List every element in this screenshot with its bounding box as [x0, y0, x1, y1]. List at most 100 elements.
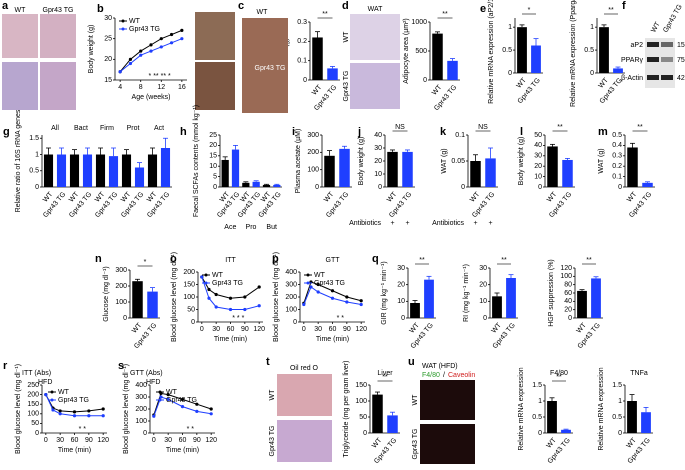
- bar: [591, 278, 601, 318]
- x-tick-label: WT: [626, 190, 639, 203]
- bar: [547, 401, 557, 433]
- panel-letter: r: [3, 360, 8, 372]
- legend-marker: [306, 273, 310, 277]
- y-tick-label: 1.5: [532, 382, 542, 389]
- bar: [147, 154, 158, 187]
- y-axis-label: Blood glucose level (mg dl⁻¹): [123, 364, 130, 454]
- y-tick-label: 25: [104, 36, 112, 43]
- image-label: WT: [412, 394, 419, 406]
- category-label: Prot: [127, 125, 140, 132]
- y-axis-label: Body weight (g): [518, 137, 525, 186]
- annotation: * *: [337, 315, 345, 322]
- y-tick-label: 0: [363, 430, 367, 437]
- panel-letter: b: [97, 3, 104, 15]
- x-axis-label: Time (min): [58, 447, 91, 454]
- y-tick-label: 0: [618, 430, 622, 437]
- marker: [214, 292, 218, 297]
- panel-letter: k: [440, 126, 447, 138]
- marker: [58, 409, 62, 413]
- y-tick-label: 100: [560, 273, 572, 280]
- x-tick-label: 90: [193, 437, 201, 444]
- line: [45, 394, 104, 413]
- marker: [152, 414, 156, 418]
- y-axis-label: Body weight (g): [88, 25, 95, 74]
- image-label: 75: [677, 57, 685, 64]
- chart-title: F4/80: [550, 370, 568, 377]
- y-tick-label: 300: [307, 132, 319, 139]
- x-tick-label: 60: [227, 326, 235, 333]
- panel-letter: a: [2, 0, 9, 12]
- y-axis-label: HGP suppression (%): [548, 259, 555, 327]
- annotation: **: [637, 124, 643, 131]
- bar: [108, 156, 119, 187]
- y-tick-label: 0.5: [502, 47, 512, 54]
- bar: [432, 33, 443, 80]
- y-tick-label: 40: [534, 142, 542, 149]
- bar: [642, 182, 653, 187]
- legend-label: Gpr43 TG: [314, 280, 345, 287]
- y-tick-label: 0: [315, 184, 319, 191]
- annotation: * * *: [232, 315, 244, 322]
- chart-title: TNFa: [630, 370, 648, 377]
- panel-letter: q: [372, 253, 379, 265]
- y-axis-label: Blood glucose level (mg dl⁻¹): [171, 252, 178, 342]
- annotation: * *: [79, 426, 87, 433]
- y-tick-label: 20: [564, 307, 572, 314]
- bar: [372, 394, 383, 433]
- image-label: Gpr43 TG: [662, 4, 684, 34]
- chart-title: GTT (Abs): [130, 370, 163, 377]
- micrograph: [647, 57, 659, 62]
- bar: [506, 278, 516, 318]
- y-tick-label: 0: [293, 319, 297, 326]
- legend-label: Gpr43 TG: [166, 397, 197, 404]
- line: [303, 286, 362, 305]
- marker: [149, 43, 153, 47]
- legend-label: Gpr43 TG: [212, 280, 243, 287]
- y-tick-label: 0.1: [297, 58, 307, 65]
- x-tick-label: 120: [355, 326, 367, 333]
- y-tick-label: 100: [183, 294, 195, 301]
- treatment-label: +: [390, 220, 394, 227]
- bar: [69, 154, 80, 187]
- y-tick-label: 80: [564, 282, 572, 289]
- bar: [121, 154, 132, 187]
- legend-label: Gpr43 TG: [129, 26, 160, 33]
- y-tick-label: 200: [307, 149, 319, 156]
- y-tick-label: 100: [135, 418, 147, 425]
- chart-title: GTT: [326, 257, 341, 264]
- legend-label: Gpr43 TG: [58, 397, 89, 404]
- y-tick-label: 0: [123, 315, 127, 322]
- line: [45, 394, 104, 417]
- y-tick-label: 15: [209, 153, 217, 160]
- marker: [345, 300, 349, 304]
- treatment-label: +: [473, 220, 477, 227]
- marker: [87, 414, 91, 418]
- y-axis-label: Relative mRNA expression: [518, 367, 525, 450]
- y-tick-label: 200: [183, 269, 195, 276]
- micrograph: [350, 14, 400, 60]
- marker: [359, 299, 363, 303]
- micrograph: [420, 424, 475, 464]
- x-tick-label: 12: [157, 84, 165, 91]
- marker: [195, 402, 199, 406]
- marker: [180, 37, 184, 41]
- y-axis-label: Body weight (g): [358, 137, 365, 186]
- chart-title: ITT: [225, 257, 236, 264]
- legend-marker: [158, 398, 162, 402]
- y-axis-label: Relative mRNA expression (aP2/18S): [488, 0, 495, 104]
- panel-letter: f: [622, 0, 626, 12]
- x-axis-label: Antibiotics: [432, 220, 464, 227]
- y-tick-label: 0.4: [612, 142, 622, 149]
- panel-letter: g: [3, 126, 10, 138]
- legend-marker: [158, 390, 162, 394]
- bar: [577, 290, 587, 318]
- marker: [195, 409, 199, 413]
- y-tick-label: 200: [285, 294, 297, 301]
- y-tick-label: 50: [187, 306, 195, 313]
- bar: [132, 281, 143, 318]
- bar: [599, 27, 609, 74]
- annotation: **: [419, 257, 425, 264]
- mouse-photo: [195, 12, 235, 60]
- bar: [242, 182, 250, 187]
- category-label: Pro: [246, 224, 257, 231]
